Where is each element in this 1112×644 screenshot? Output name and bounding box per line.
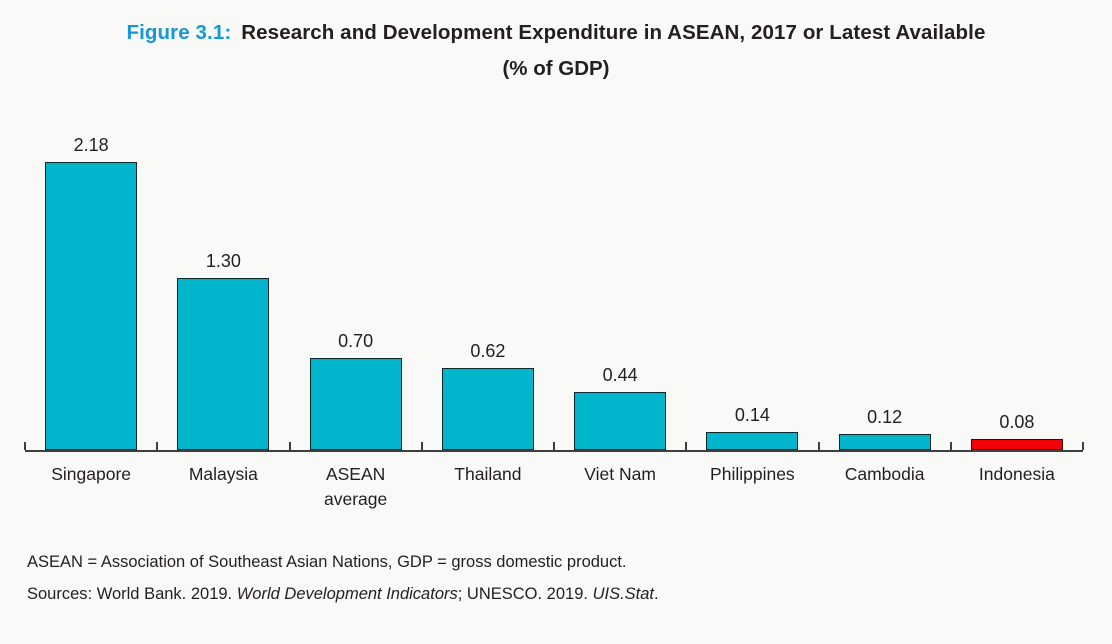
- x-axis-labels: Singapore Malaysia ASEAN average Thailand Vi…: [25, 462, 1083, 513]
- footnotes: ASEAN = Association of Southeast Asian N…: [27, 552, 659, 616]
- axis-tick: [420, 442, 423, 450]
- bar: [177, 278, 270, 450]
- x-axis-label: Thailand: [454, 464, 522, 484]
- bar-chart: 2.18 1.30 0.70 0.62 0.44 0.14 0.12 0.08 Singapo…: [24, 128, 1084, 513]
- axis-tick: [685, 442, 688, 450]
- x-axis-label: Viet Nam: [584, 464, 656, 484]
- bar: [970, 439, 1063, 450]
- bar-value-label: 0.62: [470, 341, 506, 361]
- bar-cell: 2.18: [25, 128, 157, 450]
- bar-value-label: 0.44: [602, 365, 638, 385]
- bar: [309, 358, 402, 450]
- x-axis-label: Singapore: [51, 464, 132, 484]
- bar-cell: 1.30: [157, 128, 289, 450]
- bar: [706, 432, 799, 450]
- bar-cell: 0.08: [951, 128, 1083, 450]
- bar-value-label: 0.12: [867, 407, 903, 427]
- bar-value-label: 0.14: [734, 405, 770, 425]
- x-axis-label: Malaysia: [188, 464, 258, 484]
- axis-tick: [156, 442, 159, 450]
- figure-title: Figure 3.1: Research and Development Expe…: [0, 21, 1112, 45]
- bar-value-label: 0.08: [999, 412, 1035, 432]
- sources-note: Sources: World Bank. 2019. World Develop…: [27, 585, 659, 603]
- bar: [838, 434, 931, 450]
- x-axis-label: ASEAN average: [324, 464, 388, 510]
- axis-tick: [24, 442, 26, 450]
- bar-cell: 0.12: [819, 128, 951, 450]
- bar-cell: 0.44: [554, 128, 686, 450]
- bar: [574, 392, 667, 450]
- bar: [441, 368, 534, 450]
- bar-cell: 0.14: [686, 128, 818, 450]
- figure-number-label: Figure 3.1:: [126, 21, 232, 44]
- bar-value-label: 1.30: [205, 251, 241, 271]
- axis-tick: [817, 442, 820, 450]
- figure-subtitle: (% of GDP): [502, 57, 610, 80]
- abbreviation-note: ASEAN = Association of Southeast Asian N…: [27, 553, 627, 571]
- x-axis-label: Cambodia: [844, 464, 925, 484]
- axis-tick: [949, 442, 952, 450]
- bar-cell: 0.62: [422, 128, 554, 450]
- axis-tick: [553, 442, 555, 450]
- axis-tick: [288, 442, 291, 450]
- bar: [45, 162, 138, 450]
- x-axis-label: Indonesia: [978, 464, 1055, 484]
- plot-area: 2.18 1.30 0.70 0.62 0.44 0.14 0.12 0.08: [24, 128, 1084, 452]
- figure-title-text: Research and Development Expenditure in …: [241, 21, 986, 44]
- bar-cell: 0.70: [290, 128, 422, 450]
- bar-value-label: 0.70: [338, 331, 374, 351]
- x-axis-label: Philippines: [710, 464, 795, 484]
- bar-value-label: 2.18: [73, 135, 109, 155]
- axis-tick: [1082, 442, 1084, 450]
